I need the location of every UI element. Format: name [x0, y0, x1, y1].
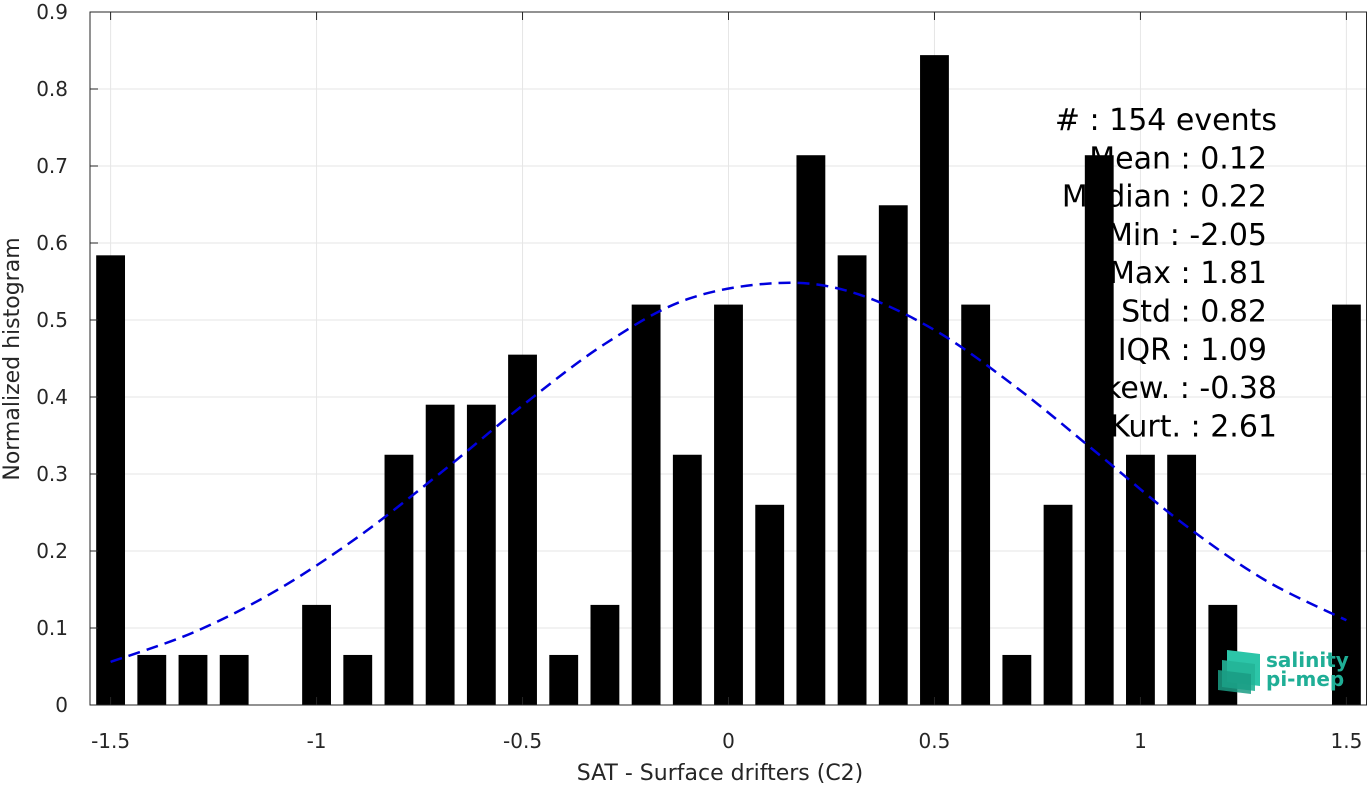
- histogram-bar: [384, 454, 414, 705]
- stats-line: Kurt. : 2.61: [1110, 409, 1277, 444]
- stats-line: Min : -2.05: [1107, 218, 1267, 253]
- histogram-bar: [1167, 454, 1197, 705]
- histogram-bars: [96, 55, 1361, 706]
- histogram-bar: [1084, 155, 1114, 706]
- salinity-pi-mep-logo: salinity pi-mep: [1218, 648, 1349, 694]
- histogram-bar: [714, 304, 743, 705]
- logo-line-salinity: salinity: [1266, 648, 1349, 672]
- histogram-bar: [878, 205, 908, 705]
- x-tick-label: -0.5: [503, 729, 542, 753]
- y-tick-label: 0.9: [36, 0, 68, 24]
- logo-line-pi-mep: pi-mep: [1266, 667, 1344, 691]
- y-tick-label: 0.4: [36, 385, 68, 409]
- histogram-bar: [425, 404, 455, 705]
- histogram-bar: [1331, 304, 1361, 705]
- stats-line: Median : 0.22: [1062, 180, 1267, 215]
- histogram-bar: [96, 255, 126, 705]
- histogram-bar: [219, 654, 249, 705]
- y-tick-label: 0.2: [36, 539, 68, 563]
- fit-curve-line: [110, 281, 1347, 664]
- histogram-bar: [1126, 454, 1155, 705]
- histogram-bar: [137, 654, 167, 705]
- histogram-bar: [590, 604, 620, 705]
- y-tick-label: 0.8: [36, 77, 68, 101]
- y-tick-label: 0.3: [36, 462, 68, 486]
- histogram-bar: [631, 304, 661, 705]
- y-tick-label: 0.7: [36, 154, 68, 178]
- histogram-bar: [343, 654, 373, 705]
- histogram-bar: [672, 454, 702, 705]
- stats-line: Mean : 0.12: [1089, 141, 1267, 176]
- histogram-bar: [755, 504, 785, 705]
- x-tick-label: 1: [1134, 729, 1147, 753]
- x-tick-label: 0: [722, 729, 735, 753]
- histogram-bar: [796, 155, 826, 706]
- y-axis-label: Normalized histogram: [0, 237, 25, 480]
- histogram-bar: [920, 55, 949, 706]
- histogram-bar: [837, 255, 867, 705]
- x-axis-label: SAT - Surface drifters (C2): [577, 761, 864, 785]
- stats-line: IQR : 1.09: [1118, 333, 1267, 368]
- stats-line: Max : 1.81: [1109, 256, 1267, 291]
- y-axis-ticks: 0 0.1 0.2 0.3 0.4 0.5 0.6 0.7 0.8 0.9: [36, 0, 98, 717]
- stats-line: Std : 0.82: [1121, 295, 1267, 330]
- x-tick-label: 1.5: [1330, 729, 1362, 753]
- stats-line: Skew. : -0.38: [1085, 371, 1277, 406]
- x-tick-label: 0.5: [919, 729, 951, 753]
- histogram-bar: [508, 354, 537, 705]
- histogram-bar: [302, 604, 331, 705]
- x-tick-label: -1.5: [91, 729, 130, 753]
- y-tick-label: 0.1: [36, 616, 68, 640]
- histogram-bar: [549, 654, 579, 705]
- y-tick-label: 0.6: [36, 231, 68, 255]
- histogram-bar: [1002, 654, 1032, 705]
- x-axis-ticks: -1.5 -1 -0.5 0 0.5 1 1.5: [91, 12, 1362, 753]
- x-tick-label: -1: [307, 729, 327, 753]
- histogram-bar: [1043, 504, 1073, 705]
- waves-icon: [1218, 650, 1260, 694]
- histogram-bar: [961, 304, 991, 705]
- gaussian-fit: [110, 281, 1347, 664]
- histogram-bar: [466, 404, 496, 705]
- y-tick-label: 0.5: [36, 308, 68, 332]
- histogram-bar: [178, 654, 208, 705]
- stats-line: # : 154 events: [1055, 103, 1277, 138]
- y-tick-label: 0: [55, 693, 68, 717]
